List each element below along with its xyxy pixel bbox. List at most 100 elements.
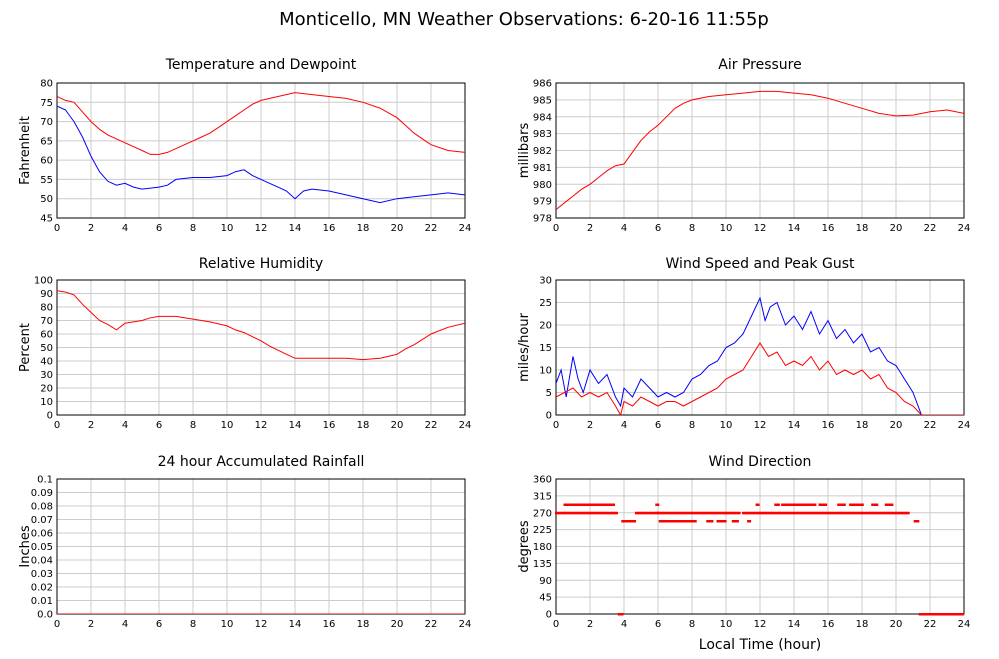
direction-point	[664, 511, 668, 515]
direction-point	[829, 511, 832, 515]
panel-title: 24 hour Accumulated Rainfall	[158, 454, 365, 470]
direction-point	[782, 503, 786, 506]
direction-point	[818, 511, 821, 515]
direction-point	[766, 511, 769, 515]
direction-point	[928, 613, 931, 616]
direction-point	[858, 511, 861, 515]
direction-point	[823, 503, 826, 506]
direction-point	[581, 511, 585, 515]
direction-point	[871, 503, 874, 506]
direction-point	[757, 511, 760, 515]
direction-point	[732, 511, 735, 515]
direction-point	[647, 511, 650, 515]
direction-point	[807, 503, 811, 506]
direction-point	[861, 511, 864, 515]
direction-point	[787, 511, 791, 515]
direction-point	[621, 613, 624, 616]
direction-point	[768, 511, 771, 515]
direction-point	[846, 511, 849, 515]
direction-point	[787, 503, 791, 506]
direction-point	[840, 503, 843, 506]
y-tick-label: 0.01	[31, 596, 53, 607]
x-tick-label: 14	[788, 420, 801, 431]
direction-point	[961, 613, 965, 616]
x-tick-label: 0	[54, 619, 60, 630]
x-tick-label: 0	[553, 420, 559, 431]
direction-point	[955, 613, 958, 616]
direction-point	[734, 520, 738, 523]
direction-point	[566, 503, 570, 506]
direction-point	[594, 511, 597, 515]
direction-point	[669, 511, 672, 515]
direction-point	[841, 503, 845, 506]
direction-point	[660, 511, 663, 515]
direction-point	[803, 511, 806, 515]
direction-point	[586, 503, 589, 506]
x-axis-label: Local Time (hour)	[699, 637, 821, 653]
direction-point	[918, 613, 922, 616]
direction-point	[676, 511, 680, 515]
y-tick-label: 0.09	[31, 488, 53, 499]
panel-title: Relative Humidity	[199, 256, 323, 272]
direction-point	[865, 511, 869, 515]
x-tick-label: 20	[890, 223, 903, 234]
x-tick-label: 4	[122, 420, 128, 431]
direction-point	[601, 503, 605, 506]
y-tick-label: 0	[47, 411, 53, 422]
direction-point	[794, 511, 797, 515]
x-tick-label: 2	[587, 223, 593, 234]
direction-point	[755, 503, 759, 506]
direction-point	[830, 511, 834, 515]
direction-point	[672, 511, 675, 515]
direction-point	[730, 511, 733, 515]
direction-point	[823, 511, 826, 515]
direction-point	[712, 511, 715, 515]
direction-point	[689, 511, 692, 515]
x-tick-label: 22	[425, 619, 438, 630]
direction-point	[555, 511, 558, 515]
direction-point	[684, 511, 687, 515]
direction-point	[607, 511, 611, 515]
x-tick-label: 10	[221, 420, 234, 431]
direction-point	[950, 613, 954, 616]
direction-point	[820, 511, 823, 515]
direction-point	[586, 511, 589, 515]
direction-point	[565, 511, 568, 515]
direction-point	[777, 511, 780, 515]
direction-point	[639, 511, 642, 515]
direction-point	[891, 511, 895, 515]
direction-point	[656, 503, 660, 506]
direction-point	[932, 613, 936, 616]
direction-point	[683, 511, 686, 515]
direction-point	[913, 520, 917, 523]
direction-point	[566, 511, 570, 515]
direction-point	[572, 511, 576, 515]
y-tick-label: 0.06	[31, 529, 53, 540]
direction-point	[861, 503, 864, 506]
direction-point	[663, 520, 666, 523]
direction-point	[881, 511, 884, 515]
direction-point	[852, 503, 855, 506]
direction-point	[749, 511, 753, 515]
direction-point	[761, 511, 765, 515]
x-tick-label: 20	[391, 420, 404, 431]
x-tick-label: 4	[122, 619, 128, 630]
direction-point	[718, 520, 721, 523]
direction-point	[632, 520, 635, 523]
direction-point	[832, 511, 835, 515]
direction-point	[758, 511, 762, 515]
series-line-0	[57, 290, 465, 361]
direction-point	[775, 503, 779, 506]
plot-frame	[56, 82, 466, 219]
direction-point	[887, 503, 891, 506]
direction-point	[895, 511, 898, 515]
direction-point	[597, 503, 600, 506]
direction-point	[569, 503, 573, 506]
direction-point	[721, 511, 724, 515]
direction-point	[872, 503, 876, 506]
panel-title: Air Pressure	[718, 57, 801, 73]
direction-point	[774, 511, 777, 515]
